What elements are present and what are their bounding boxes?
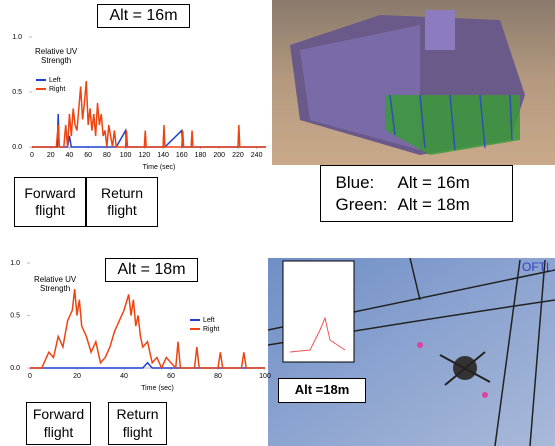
x-tick-label: 220	[232, 152, 244, 159]
legend-label: Right	[203, 326, 219, 333]
x-tick-label: 140	[157, 152, 169, 159]
x-tick-label: 100	[120, 152, 132, 159]
x-tick-label: 240	[251, 152, 263, 159]
y-tick-label: 1.0	[12, 34, 22, 41]
x-tick-label: 60	[167, 373, 175, 380]
legend-label: Left	[49, 77, 61, 84]
x-tick-label: 160	[176, 152, 188, 159]
photo-label: Alt =18m	[278, 378, 366, 403]
x-axis-label: Time (sec)	[141, 385, 174, 392]
caption-text: Blue:	[336, 172, 398, 193]
x-tick-label: 120	[138, 152, 150, 159]
photo-structure	[272, 0, 555, 165]
annotation: Alt = 16m	[97, 4, 190, 28]
legend-label: Left	[203, 317, 215, 324]
annotation: Forward flight	[26, 402, 91, 445]
photo-corner-text: OFTL	[522, 260, 553, 274]
x-tick-label: 0	[28, 373, 32, 380]
series-line	[30, 289, 265, 368]
annotation: Return flight	[86, 177, 158, 227]
x-tick-label: 200	[213, 152, 225, 159]
x-axis-label: Time (sec)	[143, 164, 176, 171]
x-tick-label: 80	[214, 373, 222, 380]
x-tick-label: 180	[195, 152, 207, 159]
y-tick-label: 0.0	[10, 365, 20, 372]
x-tick-label: 0	[30, 152, 34, 159]
annotation: Forward flight	[14, 177, 86, 227]
series-line	[30, 363, 265, 368]
x-tick-label: 40	[66, 152, 74, 159]
y-tick-label: 0.0	[12, 144, 22, 151]
legend-label: Right	[49, 86, 65, 93]
y-tick-label: 0.5	[12, 89, 22, 96]
figure: OFTL 0.0 0.5 1.0 0 20 40 60 80 100 120 140 160 180 20…	[0, 0, 555, 446]
annotation: Alt = 18m	[105, 258, 198, 282]
y-tick-label: 1.0	[10, 260, 20, 267]
caption-text: Alt = 18m	[398, 194, 498, 215]
caption-text: Alt = 16m	[398, 172, 498, 193]
x-tick-label: 100	[259, 373, 271, 380]
x-tick-label: 80	[103, 152, 111, 159]
x-tick-label: 60	[84, 152, 92, 159]
x-tick-label: 40	[120, 373, 128, 380]
annotation: Return flight	[108, 402, 167, 445]
x-tick-label: 20	[73, 373, 81, 380]
caption-text: Green:	[336, 194, 398, 215]
photo-drone	[268, 258, 555, 446]
y-tick-label: 0.5	[10, 312, 20, 319]
x-tick-label: 20	[47, 152, 55, 159]
series-line	[32, 81, 266, 147]
